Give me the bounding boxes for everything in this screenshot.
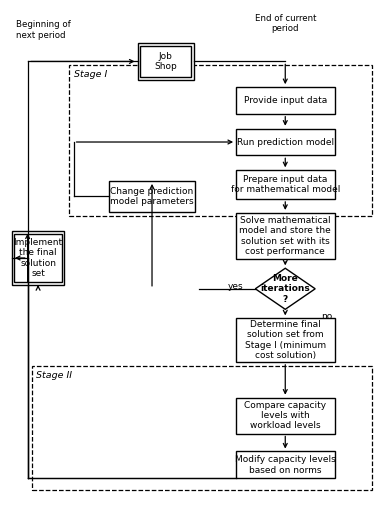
Text: Provide input data: Provide input data: [244, 96, 327, 105]
Bar: [14, 234, 62, 282]
Text: More
iterations
?: More iterations ?: [260, 274, 310, 304]
Text: Run prediction model: Run prediction model: [237, 137, 334, 147]
Text: End of current
period: End of current period: [254, 14, 316, 33]
Bar: [236, 398, 335, 433]
Bar: [236, 318, 335, 362]
Text: Stage II: Stage II: [36, 371, 72, 380]
Bar: [236, 213, 335, 259]
Text: Solve mathematical
model and store the
solution set with its
cost performance: Solve mathematical model and store the s…: [239, 216, 331, 256]
Bar: [69, 64, 372, 216]
Bar: [236, 87, 335, 114]
Text: Implement
the final
solution
set: Implement the final solution set: [14, 238, 63, 278]
Text: Modify capacity levels
based on norms: Modify capacity levels based on norms: [235, 455, 336, 475]
Text: Compare capacity
levels with
workload levels: Compare capacity levels with workload le…: [244, 400, 326, 430]
Text: Prepare input data
for mathematical model: Prepare input data for mathematical mode…: [231, 175, 340, 195]
Bar: [138, 43, 194, 80]
Polygon shape: [255, 268, 315, 309]
Text: Beginning of
next period: Beginning of next period: [16, 21, 71, 40]
Text: Stage I: Stage I: [74, 70, 107, 78]
Text: Change prediction
model parameters: Change prediction model parameters: [110, 187, 194, 206]
Text: no: no: [321, 312, 332, 321]
Text: yes: yes: [228, 282, 244, 291]
Text: Job
Shop: Job Shop: [154, 52, 177, 71]
Text: Determine final
solution set from
Stage I (minimum
cost solution): Determine final solution set from Stage …: [245, 320, 326, 360]
Bar: [140, 46, 191, 77]
Bar: [12, 231, 64, 285]
Bar: [236, 452, 335, 478]
Bar: [109, 181, 195, 212]
Bar: [32, 366, 372, 490]
Bar: [236, 128, 335, 155]
Bar: [236, 170, 335, 199]
